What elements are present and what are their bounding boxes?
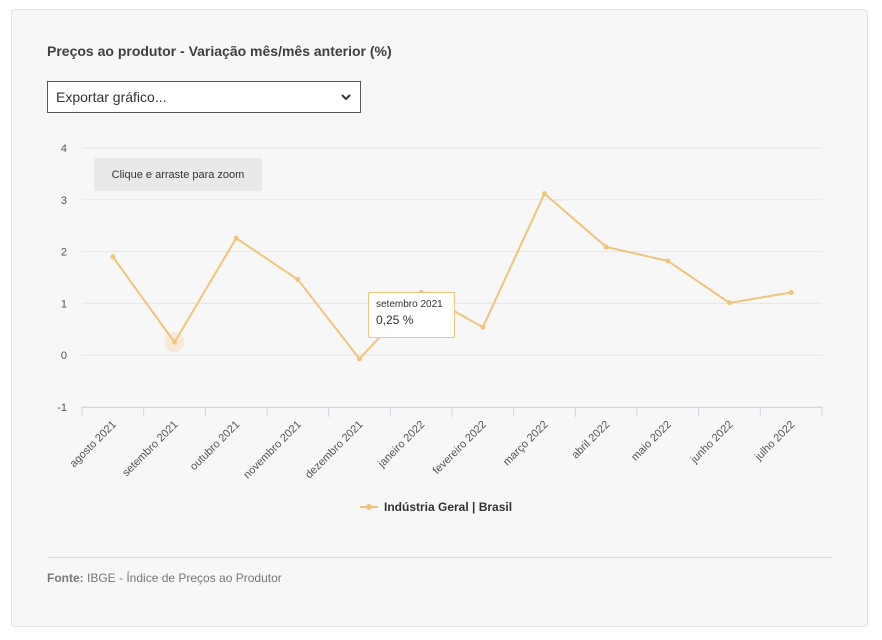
zoom-hint-button[interactable]: Clique e arraste para zoom [94, 158, 262, 191]
data-point [727, 300, 732, 306]
y-tick-label: 3 [61, 195, 67, 207]
legend-item[interactable]: Indústria Geral | Brasil [360, 500, 512, 514]
y-tick-label: 0 [61, 350, 67, 362]
x-tick-label: janeiro 2022 [375, 419, 427, 471]
data-point [542, 191, 547, 197]
data-point [665, 258, 671, 264]
x-tick-label: fevereiro 2022 [431, 419, 489, 477]
tooltip-date: setembro 2021 [376, 299, 443, 310]
x-tick-label: maio 2022 [629, 419, 674, 464]
x-tick-label: março 2022 [501, 419, 551, 469]
export-chart-select[interactable]: Exportar gráfico... [47, 81, 361, 113]
x-tick-label: setembro 2021 [120, 419, 180, 479]
y-tick-label: -1 [57, 402, 67, 414]
x-tick-label: junho 2022 [688, 419, 736, 467]
data-point [480, 324, 486, 330]
data-point [233, 235, 239, 241]
data-point [172, 339, 177, 345]
y-tick-label: 2 [61, 247, 67, 259]
data-tooltip: setembro 2021 0,25 % [368, 292, 455, 338]
y-tick-label: 1 [61, 298, 67, 310]
x-tick-label: novembro 2021 [241, 419, 304, 482]
x-tick-label: dezembro 2021 [303, 419, 366, 482]
x-tick-label: abril 2022 [570, 419, 613, 462]
x-tick-label: outubro 2021 [188, 419, 242, 473]
x-tick-label: julho 2022 [752, 419, 797, 464]
divider [47, 557, 833, 558]
chart-title: Preços ao produtor - Variação mês/mês an… [47, 43, 392, 59]
export-select-value: Exportar gráfico... [56, 89, 167, 105]
data-point [357, 356, 362, 362]
data-point [295, 277, 301, 283]
tooltip-value: 0,25 % [376, 313, 414, 327]
source-text: IBGE - Índice de Preços ao Produtor [87, 571, 282, 585]
chevron-down-icon [341, 94, 351, 101]
y-tick-label: 4 [61, 143, 67, 155]
legend-label: Indústria Geral | Brasil [384, 500, 513, 514]
source-note: Fonte: IBGE - Índice de Preços ao Produt… [47, 571, 282, 585]
source-label: Fonte: [47, 571, 84, 585]
legend-line-marker-icon [360, 504, 378, 510]
x-tick-label: agosto 2021 [68, 419, 119, 470]
data-point [603, 244, 609, 250]
data-point [788, 290, 794, 296]
data-point [110, 254, 116, 260]
